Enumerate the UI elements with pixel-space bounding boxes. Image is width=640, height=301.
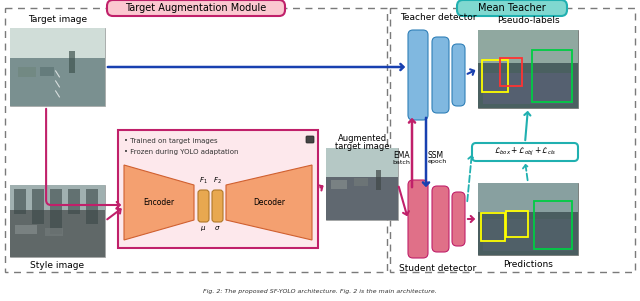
Text: SSM: SSM [428,150,444,160]
FancyBboxPatch shape [432,186,449,252]
Text: • Frozen during YOLO adaptation: • Frozen during YOLO adaptation [124,149,239,155]
Text: batch: batch [392,160,410,165]
Bar [326,177,398,220]
Bar [50,189,62,234]
Bar [45,228,63,236]
Bar [69,51,75,73]
Bar [40,67,54,76]
Bar [354,178,368,186]
FancyBboxPatch shape [306,136,314,143]
FancyBboxPatch shape [452,44,465,106]
FancyBboxPatch shape [457,0,567,16]
Bar [390,8,635,272]
Bar [118,130,318,248]
Bar [478,212,578,255]
Bar [331,180,347,189]
Text: EMA: EMA [394,150,410,160]
Bar [10,185,105,257]
Bar [15,225,37,234]
Text: Predictions: Predictions [503,260,553,269]
Text: Decoder: Decoder [253,198,285,207]
Text: Augmented: Augmented [337,134,387,143]
Text: Target Augmentation Module: Target Augmentation Module [125,3,267,13]
Bar [10,210,105,257]
Bar [478,183,578,212]
Bar [326,148,398,177]
Text: Style image: Style image [31,261,84,270]
Text: Fig. 2: The proposed SF-YOLO architecture. Fig. 2 is the main architecture.: Fig. 2: The proposed SF-YOLO architectur… [203,290,437,294]
Bar [68,189,80,214]
Bar [5,8,387,272]
FancyBboxPatch shape [408,30,428,120]
FancyBboxPatch shape [432,37,449,113]
Bar [10,28,105,106]
Bar [506,211,528,237]
Bar [478,183,578,255]
Bar [482,60,508,92]
Text: Student detector: Student detector [399,264,477,273]
Bar [10,28,105,57]
FancyBboxPatch shape [452,192,465,246]
Text: epoch: epoch [428,160,447,165]
Bar [532,50,572,102]
Bar [376,169,381,190]
Bar [86,189,98,224]
Bar [534,201,572,249]
Text: $\sigma$: $\sigma$ [214,224,221,232]
Bar [478,63,578,108]
Bar [483,219,573,251]
Text: Mean Teacher: Mean Teacher [478,3,546,13]
Bar [18,67,36,77]
Polygon shape [226,165,312,240]
Polygon shape [124,165,194,240]
Bar [326,148,398,220]
Bar [14,189,26,214]
Bar [10,57,105,106]
Text: $F_1$: $F_1$ [199,176,208,186]
Text: target image: target image [335,142,389,151]
Bar [10,185,105,210]
FancyBboxPatch shape [198,190,209,222]
FancyBboxPatch shape [472,143,578,161]
Bar [500,58,522,86]
Text: Teacher detector: Teacher detector [400,13,476,22]
Text: $\mu$: $\mu$ [200,224,207,233]
Text: Target image: Target image [28,15,87,24]
FancyBboxPatch shape [107,0,285,16]
Bar [483,73,573,104]
Bar [478,30,578,108]
Text: $F_2$: $F_2$ [213,176,222,186]
Text: $\mathcal{L}_{box}+\mathcal{L}_{obj}+\mathcal{L}_{cls}$: $\mathcal{L}_{box}+\mathcal{L}_{obj}+\ma… [494,146,556,158]
Bar [481,213,505,241]
Text: • Trained on target images: • Trained on target images [124,138,218,144]
Text: Pseudo-labels: Pseudo-labels [497,16,559,25]
Bar [32,189,44,224]
Text: Encoder: Encoder [143,198,175,207]
FancyBboxPatch shape [408,180,428,258]
Bar [478,30,578,63]
FancyBboxPatch shape [212,190,223,222]
